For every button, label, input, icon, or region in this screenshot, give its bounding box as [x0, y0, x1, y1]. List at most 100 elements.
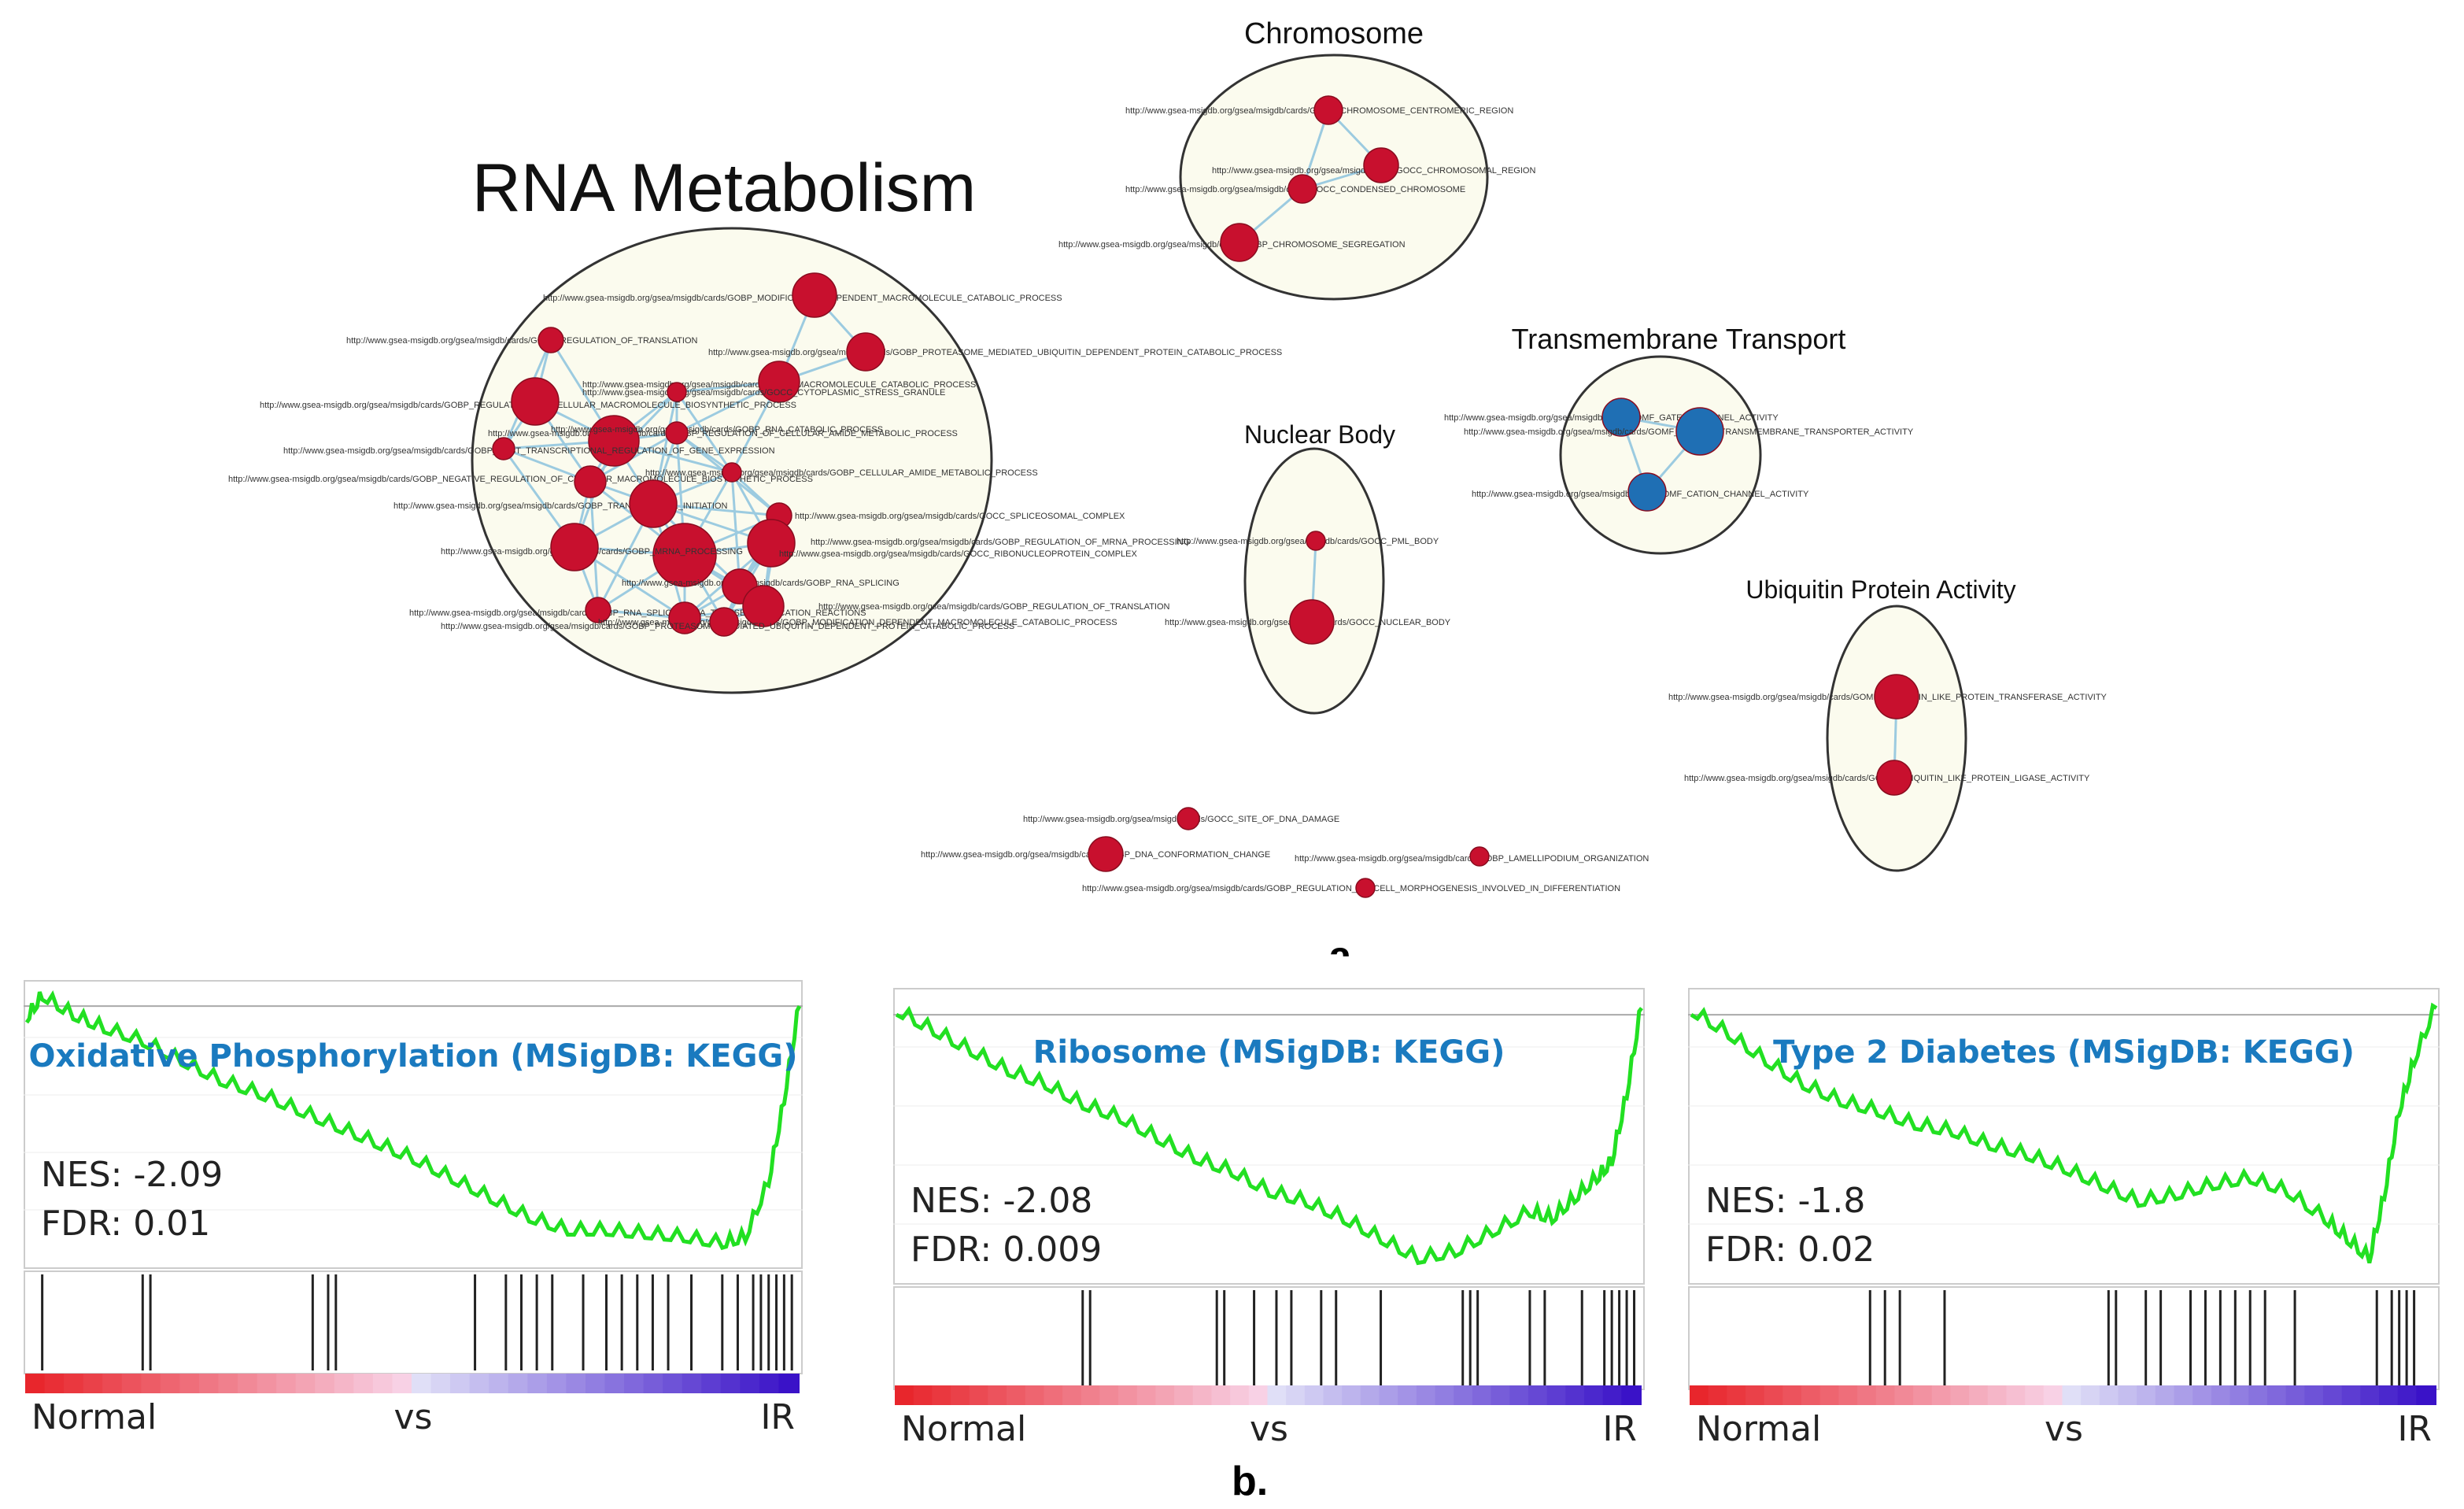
rank-color-segment [1192, 1385, 1214, 1405]
network-node[interactable] [846, 332, 885, 372]
rank-color-segment [643, 1374, 665, 1393]
network-node[interactable] [709, 607, 739, 637]
node-label: http://www.gsea-msigdb.org/gsea/msigdb/c… [795, 512, 1125, 521]
network-node[interactable] [747, 519, 796, 568]
network-node[interactable] [667, 382, 687, 402]
rank-color-segment [1118, 1385, 1139, 1405]
rank-color-segment [315, 1374, 336, 1393]
rank-color-segment [450, 1374, 471, 1393]
nes-value: NES: -1.8 [1705, 1181, 1865, 1221]
rank-color-segment [2155, 1385, 2176, 1405]
rank-color-segment [988, 1385, 1009, 1405]
rank-color-segment [508, 1374, 530, 1393]
label-vs: vs [1250, 1409, 1288, 1449]
rank-color-segment [198, 1374, 220, 1393]
rank-color-segment [430, 1374, 453, 1393]
network-node[interactable] [1627, 472, 1667, 512]
network-node[interactable] [1177, 807, 1200, 830]
rank-color-segment [1801, 1385, 1822, 1405]
rank-color-segment [1136, 1385, 1158, 1405]
plot-frame [24, 980, 803, 1269]
network-node[interactable] [665, 421, 689, 445]
rank-color-segment [1764, 1385, 1785, 1405]
enrichment-curve [1690, 1002, 2438, 1264]
panel-a-label: a. [1328, 934, 1362, 956]
rank-color-segment [1565, 1385, 1586, 1405]
network-node[interactable] [1675, 407, 1724, 456]
network-node[interactable] [585, 597, 611, 623]
rank-color-segment [276, 1374, 297, 1393]
network-node[interactable] [574, 465, 607, 498]
network-node[interactable] [1874, 674, 1919, 719]
rank-color-segment [951, 1385, 971, 1405]
network-node[interactable] [588, 415, 640, 467]
network-node[interactable] [1313, 95, 1343, 125]
gsea-title: Ribosome (MSigDB: KEGG) [1033, 1034, 1505, 1071]
rank-color-segment [2416, 1385, 2436, 1405]
network-node[interactable] [742, 585, 785, 627]
network-node[interactable] [1469, 846, 1490, 867]
network-node[interactable] [629, 479, 678, 528]
rank-color-segment [720, 1374, 742, 1393]
rank-color-segment [44, 1374, 66, 1393]
rank-color-segment [895, 1385, 915, 1405]
rank-color-segment [1155, 1385, 1177, 1405]
network-node[interactable] [668, 601, 701, 634]
cluster-title: Chromosome [1244, 17, 1424, 50]
rank-color-segment [25, 1374, 46, 1393]
rank-color-segment [102, 1374, 124, 1393]
network-node[interactable] [550, 523, 599, 571]
network-node[interactable] [722, 462, 742, 483]
network-node[interactable] [1088, 836, 1124, 872]
cluster-title: Ubiquitin Protein Activity [1745, 575, 2015, 604]
rank-color-segment [1472, 1385, 1493, 1405]
network-node[interactable] [652, 523, 717, 587]
rank-color-segment [585, 1374, 607, 1393]
rank-color-segment [372, 1374, 394, 1393]
network-node[interactable] [758, 361, 800, 403]
network-node[interactable] [537, 327, 564, 353]
rank-color-segment [1025, 1385, 1046, 1405]
rank-color-segment [1248, 1385, 1269, 1405]
rank-color-segment [83, 1374, 105, 1393]
rank-color-segment [1838, 1385, 1860, 1405]
rank-color-segment [2229, 1385, 2251, 1405]
rank-color-segment [353, 1374, 375, 1393]
network-node[interactable] [1287, 174, 1317, 204]
rank-color-segment [1621, 1385, 1642, 1405]
rank-color-segment [64, 1374, 85, 1393]
nes-value: NES: -2.09 [41, 1155, 223, 1195]
node-label: http://www.gsea-msigdb.org/gsea/msigdb/c… [1082, 884, 1620, 893]
network-node[interactable] [1363, 147, 1399, 183]
rank-color-segment [1987, 1385, 2008, 1405]
label-normal: Normal [901, 1409, 1026, 1449]
network-node[interactable] [511, 377, 560, 426]
node-label: http://www.gsea-msigdb.org/gsea/msigdb/c… [228, 475, 813, 484]
hit-panel [893, 1286, 1645, 1390]
network-node[interactable] [492, 437, 515, 460]
network-node[interactable] [1601, 398, 1641, 437]
network-node[interactable] [1306, 531, 1326, 551]
rank-color-segment [1007, 1385, 1027, 1405]
network-node[interactable] [1355, 878, 1376, 898]
rank-color-segment [1081, 1385, 1102, 1405]
network-node[interactable] [1289, 599, 1335, 645]
network-node[interactable] [1876, 760, 1912, 796]
rank-color-segment [2099, 1385, 2120, 1405]
rank-color-segment [1819, 1385, 1841, 1405]
rank-color-segment [2341, 1385, 2362, 1405]
rank-color-segment [2062, 1385, 2083, 1405]
rank-color-segment [2248, 1385, 2269, 1405]
rank-color-segment [1099, 1385, 1121, 1405]
rank-color-segment [2118, 1385, 2139, 1405]
cluster-title: RNA Metabolism [472, 150, 976, 226]
label-ir: IR [1602, 1409, 1637, 1449]
node-label: http://www.gsea-msigdb.org/gsea/msigdb/c… [409, 608, 866, 618]
node-label: http://www.gsea-msigdb.org/gsea/msigdb/c… [708, 348, 1282, 357]
network-node[interactable] [792, 272, 837, 318]
rank-color-segment [1950, 1385, 1971, 1405]
network-node[interactable] [1220, 223, 1259, 262]
rank-color-segment [1044, 1385, 1065, 1405]
node-label: http://www.gsea-msigdb.org/gsea/msigdb/c… [818, 602, 1170, 612]
